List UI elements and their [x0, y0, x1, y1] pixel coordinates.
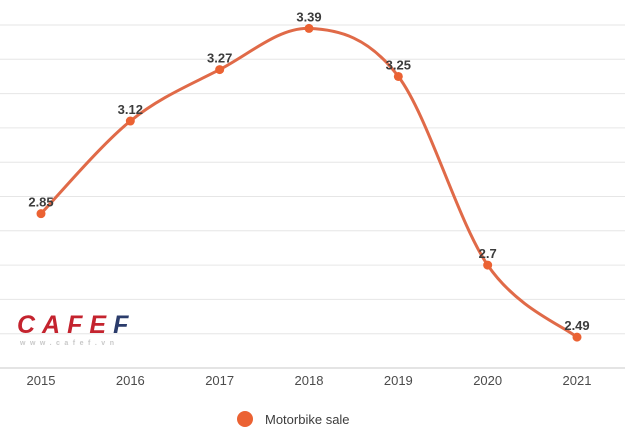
cafef-url: www.cafef.vn [20, 340, 119, 347]
x-axis-label: 2019 [384, 373, 413, 388]
legend-marker-icon [237, 411, 253, 427]
data-point [36, 209, 46, 219]
cafef-watermark: CAFEF www.cafef.vn [17, 311, 135, 348]
legend-label: Motorbike sale [265, 411, 350, 427]
data-point [215, 65, 225, 75]
data-point [483, 260, 493, 270]
x-axis-label: 2016 [116, 373, 145, 388]
data-point [125, 116, 135, 126]
cafef-logo: CAFEF [17, 311, 135, 339]
data-point-label: 2.49 [564, 318, 589, 333]
data-point [572, 332, 582, 342]
series-line [39, 26, 579, 339]
cafef-logo-main: CAFE [17, 311, 114, 339]
x-axis-label: 2015 [27, 373, 56, 388]
x-axis-label: 2017 [205, 373, 234, 388]
cafef-logo-last: F [113, 311, 136, 339]
data-point-label: 3.12 [118, 102, 143, 117]
data-point-label: 2.85 [28, 195, 53, 210]
data-point [304, 23, 314, 33]
data-point-label: 3.25 [386, 57, 411, 72]
data-point-label: 3.39 [296, 9, 321, 24]
x-axis-label: 2018 [295, 373, 324, 388]
x-axis-label: 2020 [473, 373, 502, 388]
data-point-label: 3.27 [207, 51, 232, 66]
x-axis-label: 2021 [563, 373, 592, 388]
data-point [393, 71, 403, 81]
chart-legend: Motorbike sale [237, 411, 350, 427]
data-point-label: 2.7 [479, 246, 497, 261]
